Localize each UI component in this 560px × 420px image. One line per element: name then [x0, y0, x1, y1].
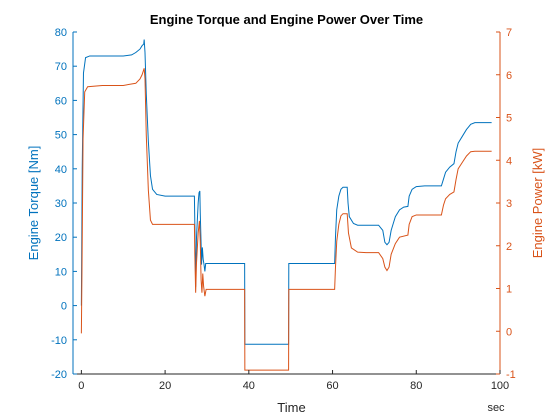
x-tick-label: 80	[410, 380, 422, 392]
left-y-tick-label: 10	[55, 266, 67, 278]
right-y-tick-label: 6	[506, 70, 512, 82]
left-y-tick-label: 0	[61, 301, 67, 313]
series-layer	[80, 39, 492, 371]
left-y-tick-label: 60	[55, 95, 67, 107]
right-y-tick-label: -1	[506, 369, 516, 381]
left-y-tick-label: 70	[55, 61, 67, 73]
right-y-tick-label: 1	[506, 284, 512, 296]
left-y-tick-label: 30	[55, 198, 67, 210]
x-axis-label: Time	[277, 400, 305, 415]
ticks-layer: 0 20 40 60 80 100-20-1001020304050607080-1012…	[51, 27, 516, 392]
x-tick-label: 0	[78, 380, 84, 392]
x-axis-unit: sec	[487, 402, 505, 414]
left-y-tick-label: 40	[55, 164, 67, 176]
right-y-tick-label: 7	[506, 27, 512, 39]
x-tick-label: 100	[491, 380, 509, 392]
right-y-axis-label: Engine Power [kW]	[530, 148, 545, 259]
left-y-axis-label: Engine Torque [Nm]	[26, 146, 41, 261]
x-tick-label: 40	[243, 380, 255, 392]
left-y-tick-label: 20	[55, 232, 67, 244]
left-y-tick-label: -20	[51, 369, 67, 381]
left-y-tick-label: 80	[55, 27, 67, 39]
right-y-tick-label: 3	[506, 198, 512, 210]
plot-area	[73, 32, 500, 374]
left-y-tick-label: 50	[55, 130, 67, 142]
right-y-tick-label: 2	[506, 241, 512, 253]
x-tick-label: 60	[326, 380, 338, 392]
right-y-tick-label: 5	[506, 113, 512, 125]
x-tick-label: 20	[159, 380, 171, 392]
right-y-tick-label: 0	[506, 326, 512, 338]
power-series-line	[80, 68, 492, 371]
torque-series-line	[80, 39, 492, 345]
chart-title: Engine Torque and Engine Power Over Time	[150, 12, 423, 27]
right-y-tick-label: 4	[506, 155, 512, 167]
left-y-tick-label: -10	[51, 335, 67, 347]
